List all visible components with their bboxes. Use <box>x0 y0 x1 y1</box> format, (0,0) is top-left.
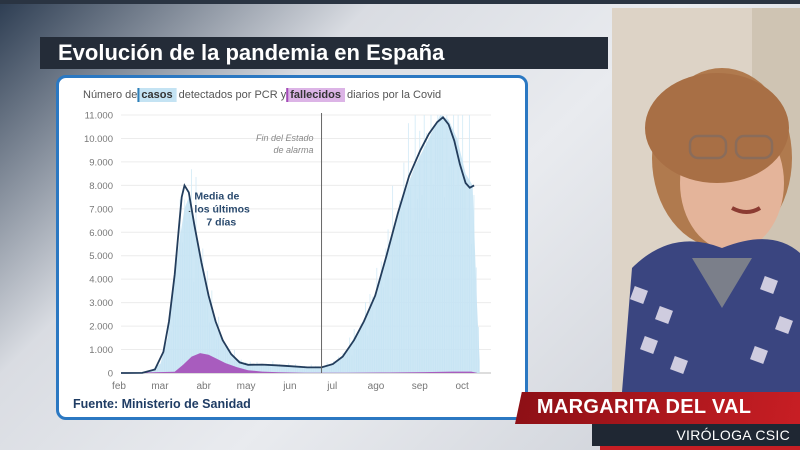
banner-title: Evolución de la pandemia en España <box>58 40 445 65</box>
y-tick-label: 7.000 <box>89 204 113 215</box>
x-tick-label: oct <box>455 381 469 392</box>
subtitle-text-part: diarios por la Covid <box>347 89 441 101</box>
y-tick-label: 2.000 <box>89 322 113 333</box>
x-tick-label: may <box>237 381 256 392</box>
caption-accent-line <box>600 446 800 450</box>
cases-area <box>121 115 480 373</box>
annotation-line: los últimos <box>194 203 250 215</box>
top-strip <box>0 0 800 4</box>
y-tick-label: 3.000 <box>89 298 113 309</box>
x-tick-label: sep <box>412 381 429 392</box>
y-tick-label: 9.000 <box>89 157 113 168</box>
y-tick-label: 8.000 <box>89 181 113 192</box>
speaker-image <box>612 8 800 392</box>
title-banner: Evolución de la pandemia en España <box>40 37 608 69</box>
x-tick-label: abr <box>197 381 212 392</box>
chart-source: Fuente: Ministerio de Sanidad <box>73 397 251 411</box>
chart: Número de casos detectados por PCR y fal… <box>73 88 491 411</box>
vline-label-line: de alarma <box>274 145 314 155</box>
subtitle-text-part: Número de <box>83 89 137 101</box>
y-axis-ticks: 0 1.000 2.000 3.000 4.000 5.000 6.000 7.000 8.00… <box>84 111 113 380</box>
chart-card: Número de casos detectados por PCR y fal… <box>56 75 528 420</box>
annotation-line: Media de <box>194 190 239 202</box>
x-axis-ticks: feb mar abr may jun jul ago sep oct <box>112 381 469 392</box>
x-tick-label: jun <box>282 381 296 392</box>
legend-highlight <box>286 88 345 102</box>
subtitle-text-part: fallecidos <box>290 89 341 101</box>
y-tick-label: 1.000 <box>89 345 113 356</box>
x-tick-label: mar <box>151 381 169 392</box>
y-tick-label: 11.000 <box>85 111 113 122</box>
legend-marker <box>137 88 140 102</box>
chart-subtitle: Número de casos detectados por PCR y fal… <box>83 88 441 102</box>
y-tick-label: 6.000 <box>89 228 113 239</box>
legend-marker <box>286 88 289 102</box>
speaker-role: VIRÓLOGA CSIC <box>676 427 790 443</box>
x-tick-label: feb <box>112 381 126 392</box>
y-tick-label: 4.000 <box>89 275 113 286</box>
subtitle-text-part: casos <box>141 89 172 101</box>
y-tick-label: 0 <box>108 369 113 380</box>
legend-highlight <box>137 88 177 102</box>
speaker-role-bar: VIRÓLOGA CSIC <box>592 424 800 446</box>
speaker-name: MARGARITA DEL VAL <box>536 396 752 418</box>
vline-label-line: Fin del Estado <box>256 133 314 143</box>
speaker-name-bar: MARGARITA DEL VAL <box>515 392 800 424</box>
moving-average-line <box>120 116 475 374</box>
x-tick-label: jul <box>326 381 337 392</box>
x-tick-label: ago <box>368 381 385 392</box>
y-tick-label: 10.000 <box>84 134 113 145</box>
deaths-area <box>121 353 477 373</box>
annotation-line: 7 días <box>206 216 236 228</box>
subtitle-text-part: detectados por PCR y <box>179 89 287 101</box>
y-tick-label: 5.000 <box>89 251 113 262</box>
speaker-video <box>612 8 800 392</box>
